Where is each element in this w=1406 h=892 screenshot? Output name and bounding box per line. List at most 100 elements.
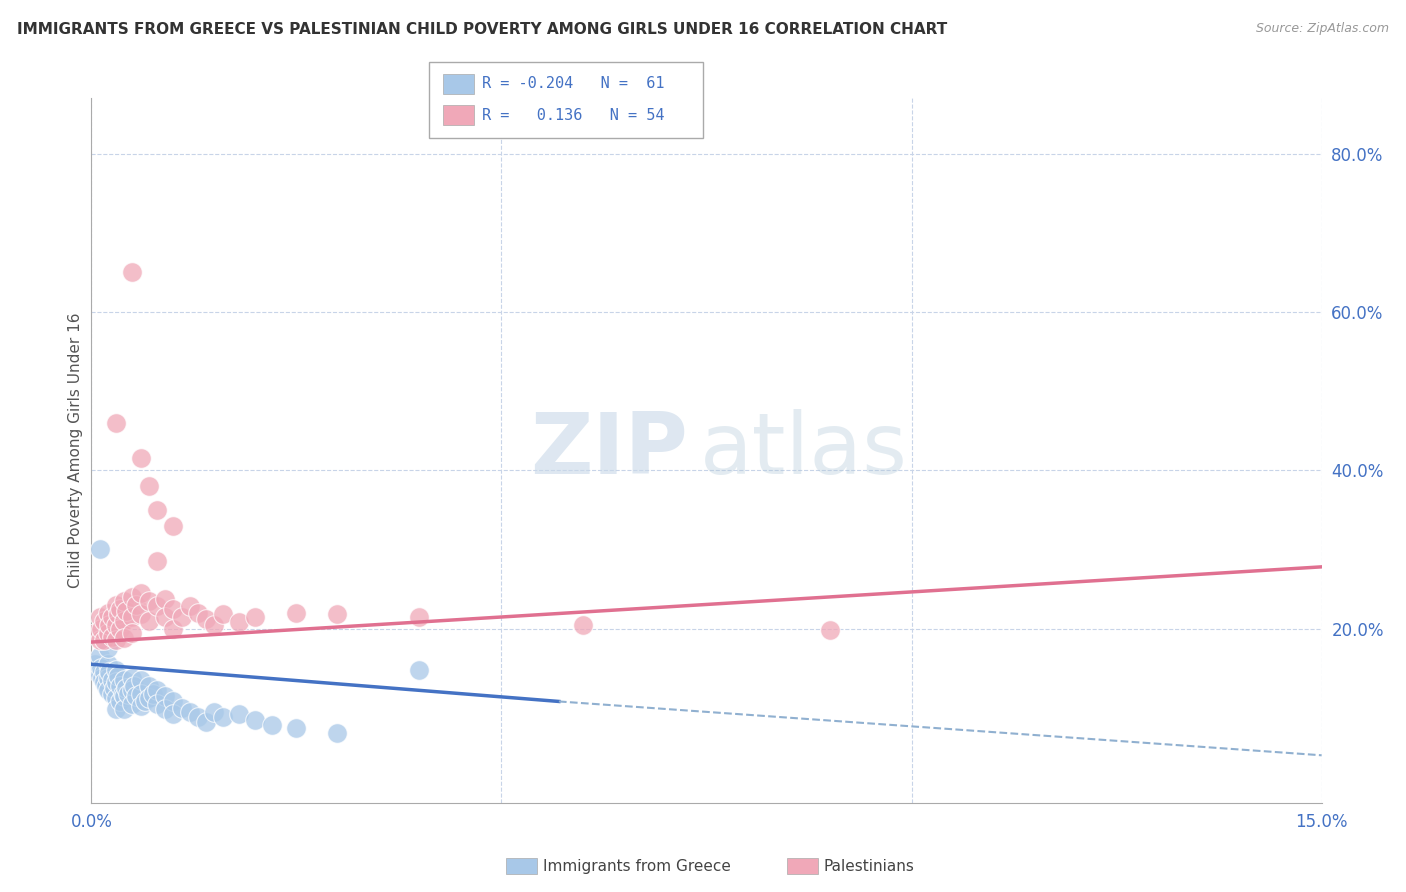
Text: R =   0.136   N = 54: R = 0.136 N = 54 xyxy=(482,108,665,122)
Point xyxy=(245,609,267,624)
Point xyxy=(245,713,267,727)
Point xyxy=(142,687,165,701)
Point xyxy=(89,609,111,624)
Point xyxy=(112,689,135,703)
Point xyxy=(101,673,124,687)
Point xyxy=(138,691,160,706)
Point xyxy=(195,714,218,729)
Point xyxy=(84,625,107,640)
Point xyxy=(101,687,124,701)
Point xyxy=(162,707,184,722)
Point xyxy=(112,673,135,687)
Point xyxy=(87,663,110,677)
Text: IMMIGRANTS FROM GREECE VS PALESTINIAN CHILD POVERTY AMONG GIRLS UNDER 16 CORRELA: IMMIGRANTS FROM GREECE VS PALESTINIAN CH… xyxy=(17,22,948,37)
Point xyxy=(146,697,169,711)
Point xyxy=(91,671,114,685)
Text: R = -0.204   N =  61: R = -0.204 N = 61 xyxy=(482,77,665,91)
Point xyxy=(105,633,127,648)
Point xyxy=(129,687,152,701)
Point xyxy=(138,679,160,693)
Point xyxy=(107,607,129,622)
Point xyxy=(121,697,143,711)
Y-axis label: Child Poverty Among Girls Under 16: Child Poverty Among Girls Under 16 xyxy=(67,313,83,588)
Point xyxy=(187,710,209,724)
Point xyxy=(101,630,124,644)
Point xyxy=(93,614,115,628)
Point xyxy=(103,681,125,695)
Point xyxy=(146,599,169,614)
Point xyxy=(153,591,177,606)
Point xyxy=(121,671,143,685)
Point xyxy=(101,609,124,624)
Point xyxy=(162,602,184,616)
Point xyxy=(162,694,184,708)
Point xyxy=(129,451,152,466)
Point xyxy=(121,683,143,698)
Point xyxy=(146,683,169,698)
Point xyxy=(179,705,201,719)
Point xyxy=(187,606,209,620)
Point xyxy=(105,617,127,632)
Point xyxy=(93,665,115,680)
Text: Immigrants from Greece: Immigrants from Greece xyxy=(543,859,731,873)
Point xyxy=(89,667,111,681)
Point xyxy=(108,602,131,616)
Point xyxy=(97,657,120,672)
Point xyxy=(129,586,152,600)
Point xyxy=(89,633,111,648)
Point xyxy=(228,707,250,722)
Point xyxy=(153,702,177,716)
Point xyxy=(202,705,225,719)
Point xyxy=(202,617,225,632)
Point xyxy=(818,623,841,637)
Point xyxy=(108,679,131,693)
Point xyxy=(97,683,120,698)
Point xyxy=(97,606,120,620)
Point xyxy=(195,612,218,626)
Point xyxy=(98,665,121,680)
Point xyxy=(117,687,139,701)
Point xyxy=(114,681,138,695)
Point xyxy=(105,702,127,716)
Point xyxy=(108,622,131,636)
Point xyxy=(285,606,308,620)
Point xyxy=(228,615,250,630)
Point xyxy=(112,702,135,716)
Point xyxy=(138,614,160,628)
Point xyxy=(129,673,152,687)
Point xyxy=(89,542,111,557)
Point xyxy=(170,700,193,714)
Point xyxy=(105,691,127,706)
Point xyxy=(90,661,112,675)
Point xyxy=(572,617,595,632)
Point xyxy=(125,598,148,612)
Point xyxy=(105,675,127,690)
Point xyxy=(134,694,156,708)
Point xyxy=(111,687,134,701)
Point xyxy=(112,594,135,608)
Point xyxy=(108,694,131,708)
Point xyxy=(162,622,184,636)
Point xyxy=(121,625,143,640)
Point xyxy=(125,689,148,703)
Point xyxy=(285,721,308,735)
Point xyxy=(138,594,160,608)
Point xyxy=(211,710,233,724)
Point xyxy=(105,663,127,677)
Point xyxy=(98,617,121,632)
Point xyxy=(114,604,138,618)
Point xyxy=(260,718,283,732)
Point xyxy=(90,622,112,636)
Point xyxy=(97,671,120,685)
Point xyxy=(84,657,107,672)
Point xyxy=(170,609,193,624)
Point xyxy=(89,649,111,664)
Point xyxy=(408,609,430,624)
Point xyxy=(121,609,143,624)
Point xyxy=(211,607,233,622)
Point xyxy=(105,598,127,612)
Point xyxy=(408,663,430,677)
Point xyxy=(138,479,160,493)
Point xyxy=(93,675,115,690)
Point xyxy=(153,609,177,624)
